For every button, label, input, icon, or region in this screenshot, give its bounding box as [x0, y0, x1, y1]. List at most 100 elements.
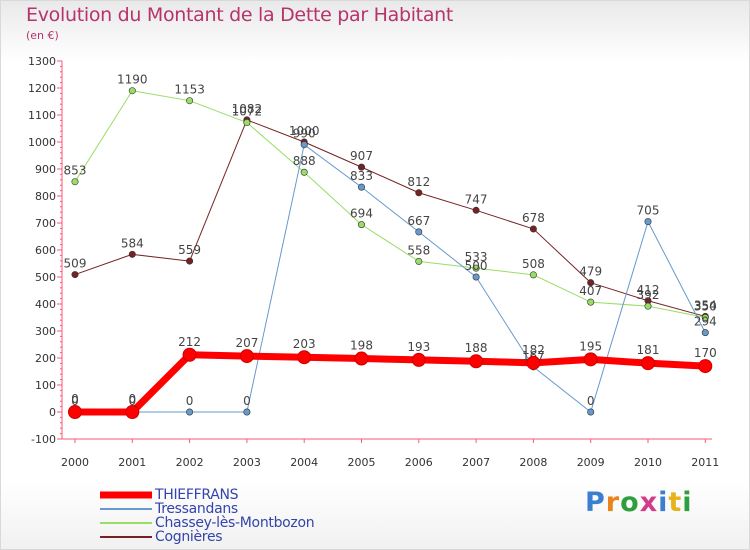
data-point [411, 352, 426, 367]
chart-title: Evolution du Montant de la Dette par Hab… [26, 4, 454, 26]
data-label: 212 [178, 335, 201, 349]
data-point [186, 257, 194, 265]
logo-letter: i [658, 487, 669, 518]
y-tick-label: 100 [35, 379, 56, 392]
series-line [71, 351, 709, 416]
x-tick-label: 2002 [176, 456, 204, 469]
data-label: 508 [522, 257, 545, 271]
data-label: 479 [579, 265, 602, 279]
y-tick-label: 1100 [28, 109, 56, 122]
data-label: 350 [694, 300, 717, 314]
data-label: 0 [186, 394, 194, 408]
data-point [357, 163, 365, 171]
data-point [297, 350, 312, 365]
chart-subtitle: (en €) [26, 29, 59, 42]
data-label: 888 [293, 154, 316, 168]
data-point [415, 228, 423, 236]
x-tick-label: 2006 [405, 456, 433, 469]
data-label: 509 [64, 257, 87, 271]
logo-letter: t [668, 487, 683, 518]
data-point [243, 119, 251, 127]
data-label: 182 [522, 343, 545, 357]
data-label: 193 [407, 340, 430, 354]
legend-label: Tressandans [155, 501, 238, 517]
legend-swatch [100, 522, 152, 524]
data-point [125, 405, 140, 419]
data-point [701, 329, 709, 337]
data-label: 412 [637, 283, 660, 297]
data-label: 667 [407, 214, 430, 228]
x-tick-label: 2010 [634, 456, 662, 469]
data-point [357, 183, 365, 191]
data-point [587, 279, 595, 287]
data-label: 747 [465, 192, 488, 206]
y-tick-label: 200 [35, 352, 56, 365]
legend-swatch [100, 508, 152, 510]
x-tick-label: 2003 [233, 456, 261, 469]
data-point [698, 359, 713, 374]
data-label: 558 [407, 243, 430, 257]
data-point [300, 168, 308, 176]
logo-letter: x [639, 487, 659, 518]
data-label: 678 [522, 211, 545, 225]
data-label: 203 [293, 337, 316, 351]
y-tick-label: 800 [35, 190, 56, 203]
data-point [644, 218, 652, 226]
data-label: 500 [465, 259, 488, 273]
data-label: 853 [64, 164, 87, 178]
data-point [472, 273, 480, 281]
data-label: 207 [235, 336, 258, 350]
data-point [182, 347, 197, 362]
y-tick-label: 600 [35, 244, 56, 257]
logo-letter: i [682, 487, 693, 518]
y-tick-label: 1200 [28, 82, 56, 95]
series-line [74, 90, 706, 318]
data-label: 1190 [117, 73, 148, 87]
x-tick-label: 2008 [519, 456, 547, 469]
y-tick-label: -100 [31, 433, 56, 446]
y-tick-label: 500 [35, 271, 56, 284]
data-point [128, 250, 136, 258]
y-tick-label: 900 [35, 163, 56, 176]
data-label: 833 [350, 169, 373, 183]
data-point [186, 97, 194, 105]
data-point [472, 264, 480, 272]
data-point [587, 408, 595, 416]
data-label: 1000 [289, 124, 320, 138]
data-point [415, 189, 423, 197]
data-point [472, 206, 480, 214]
legend-label: Chassey-lès-Montbozon [155, 515, 315, 531]
y-tick-label: 0 [49, 406, 56, 419]
legend-swatch [100, 491, 152, 499]
x-tick-label: 2005 [348, 456, 376, 469]
data-point [583, 352, 598, 367]
data-label: 533 [465, 250, 488, 264]
data-label: 1072 [232, 105, 263, 119]
data-point [641, 356, 655, 371]
data-point [529, 225, 537, 233]
data-label: 181 [637, 343, 660, 357]
data-point [469, 354, 484, 369]
data-point [68, 405, 82, 419]
data-label: 294 [694, 315, 717, 329]
x-tick-label: 2011 [691, 456, 719, 469]
series-line [74, 144, 706, 413]
data-label: 559 [178, 243, 201, 257]
data-point [354, 351, 369, 366]
data-label: 990 [293, 127, 316, 141]
data-label: 188 [465, 341, 488, 355]
data-label: 1153 [174, 83, 205, 97]
logo-letter: r [605, 487, 621, 518]
x-tick-label: 2009 [577, 456, 605, 469]
y-tick-label: 700 [35, 217, 56, 230]
x-tick-label: 2000 [61, 456, 89, 469]
data-point [186, 408, 194, 416]
data-label: 195 [579, 339, 602, 353]
proxiti-logo: Proxiti [585, 487, 693, 518]
y-tick-label: 1300 [28, 55, 56, 68]
data-point [71, 271, 79, 279]
data-label: 0 [71, 394, 79, 408]
data-point [701, 313, 709, 321]
data-label: 1082 [232, 102, 263, 116]
